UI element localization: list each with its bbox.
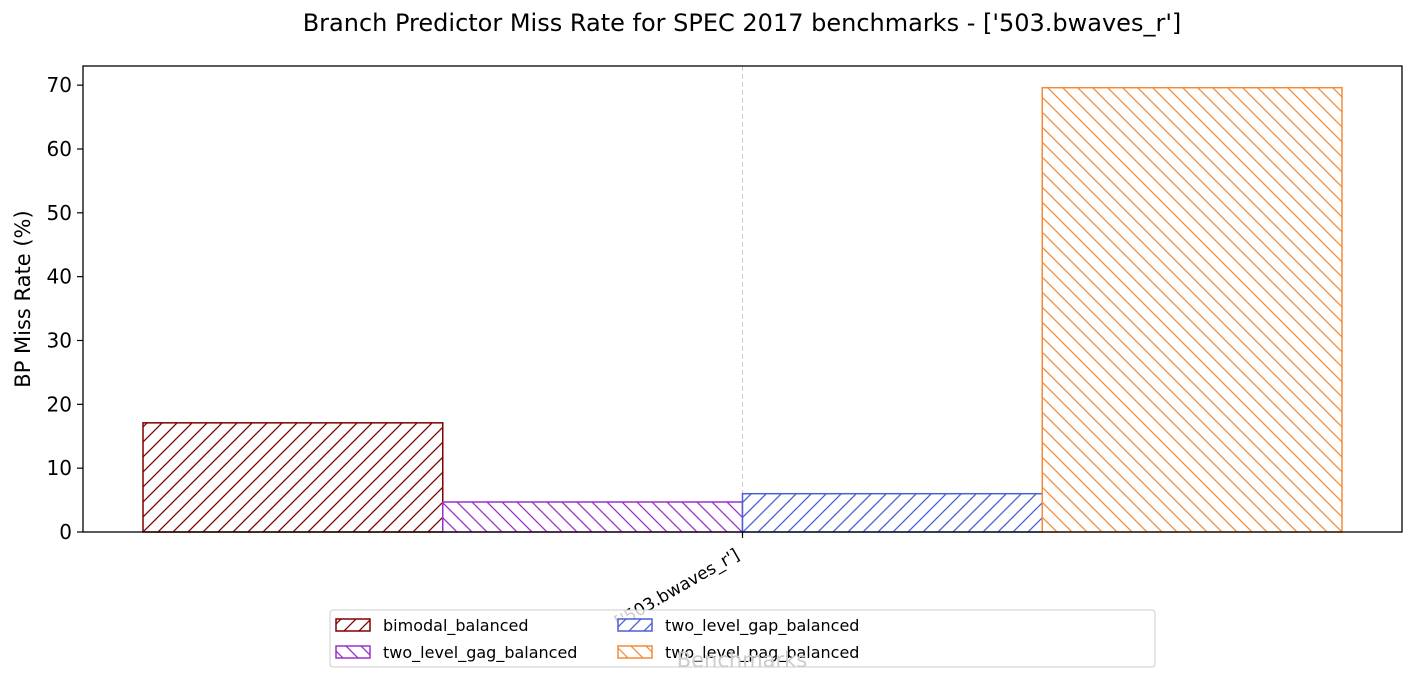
y-axis-label: BP Miss Rate (%) <box>11 210 35 387</box>
legend-label-two_level_gap_balanced: two_level_gap_balanced <box>665 616 859 636</box>
bar-two_level_gap_balanced <box>741 492 1043 533</box>
legend-label-two_level_pag_balanced: two_level_pag_balanced <box>665 643 859 663</box>
bar-two_level_gag_balanced <box>442 501 744 533</box>
legend-swatch-bimodal_balanced <box>335 618 371 632</box>
bar-bimodal_balanced <box>142 422 444 533</box>
legend-swatch-two_level_gag_balanced <box>335 645 371 659</box>
y-tick-label: 40 <box>47 265 72 289</box>
legend: bimodal_balanced two_level_gag_balanced tw… <box>329 609 1156 668</box>
bar-two_level_pag_balanced <box>1041 86 1343 533</box>
y-axis: 0 10 20 30 40 50 60 70 <box>47 73 83 544</box>
y-tick-label: 20 <box>47 392 72 416</box>
legend-box <box>329 609 1156 668</box>
legend-label-bimodal_balanced: bimodal_balanced <box>383 616 529 636</box>
legend-label-two_level_gag_balanced: two_level_gag_balanced <box>383 643 577 663</box>
legend-swatch-two_level_gap_balanced <box>617 618 653 632</box>
y-tick-label: 50 <box>47 201 72 225</box>
y-tick-label: 70 <box>47 73 72 97</box>
bars <box>142 86 1343 533</box>
y-tick-label: 10 <box>47 456 72 480</box>
chart-title: Branch Predictor Miss Rate for SPEC 2017… <box>303 9 1182 37</box>
legend-swatch-two_level_pag_balanced <box>617 645 653 659</box>
y-tick-label: 60 <box>47 137 72 161</box>
x-axis-label: Benchmarks <box>677 648 808 672</box>
y-tick-label: 0 <box>59 520 72 544</box>
y-tick-label: 30 <box>47 328 72 352</box>
